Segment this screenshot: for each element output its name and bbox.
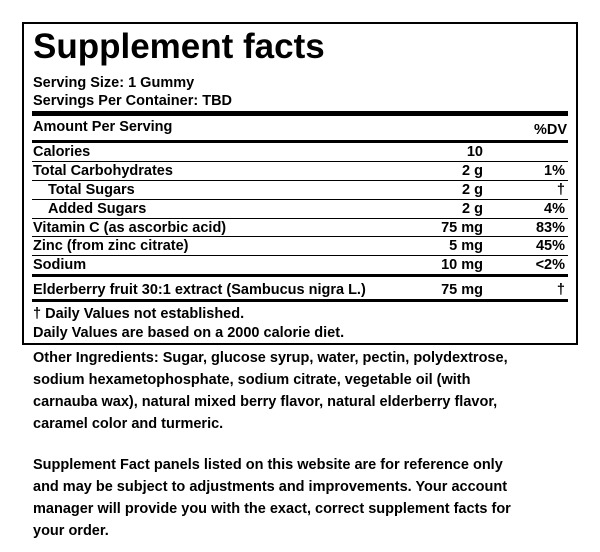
footnote: Daily Values are based on a 2000 calorie… [33,325,345,341]
rule [32,140,568,143]
nutrient-amount: 75 mg [441,220,483,236]
rule [32,255,568,256]
nutrient-amount: 10 [466,144,483,160]
nutrient-name: Sodium [33,257,87,273]
nutrient-amount: 2 g [462,163,483,179]
dv-header: %DV [533,122,567,138]
rule [32,161,568,162]
serving-size: Serving Size: 1 Gummy [33,75,195,91]
text-line: carnauba wax), natural mixed berry flavo… [33,394,498,410]
panel-title: Supplement facts [33,27,325,66]
text-line: Other Ingredients: Sugar, glucose syrup,… [33,350,508,366]
text-line: and may be subject to adjustments and im… [33,479,508,495]
nutrient-amount: 10 mg [441,257,483,273]
nutrient-name: Calories [33,144,91,160]
nutrient-dv: † [556,182,565,198]
rule [32,218,568,219]
facts-panel [22,22,578,345]
nutrient-name: Elderberry fruit 30:1 extract (Sambucus … [33,282,366,298]
text-line: manager will provide you with the exact,… [33,501,511,517]
nutrient-name: Added Sugars [48,201,147,217]
nutrient-dv: <2% [535,257,565,273]
nutrient-dv: 45% [535,238,565,254]
rule [32,180,568,181]
text-line: Supplement Fact panels listed on this we… [33,457,503,473]
nutrient-amount: 5 mg [449,238,483,254]
footnote: † Daily Values not established. [33,306,245,322]
nutrient-amount: 2 g [462,201,483,217]
text-line: your order. [33,523,109,539]
nutrient-dv: 83% [535,220,565,236]
nutrient-dv: 1% [544,163,565,179]
amount-header: Amount Per Serving [33,119,173,135]
nutrient-name: Zinc (from zinc citrate) [33,238,189,254]
nutrient-amount: 75 mg [441,282,483,298]
rule [32,199,568,200]
text-line: sodium hexametophosphate, sodium citrate… [33,372,471,388]
rule [32,274,568,277]
nutrient-dv: 4% [544,201,565,217]
nutrient-name: Total Sugars [48,182,135,198]
text-line: caramel color and turmeric. [33,416,224,432]
rule [32,299,568,302]
nutrient-name: Vitamin C (as ascorbic acid) [33,220,227,236]
servings-per-container: Servings Per Container: TBD [33,93,233,109]
nutrient-name: Total Carbohydrates [33,163,173,179]
rule [32,236,568,237]
nutrient-amount: 2 g [462,182,483,198]
nutrient-dv: † [556,282,565,298]
rule [32,111,568,116]
